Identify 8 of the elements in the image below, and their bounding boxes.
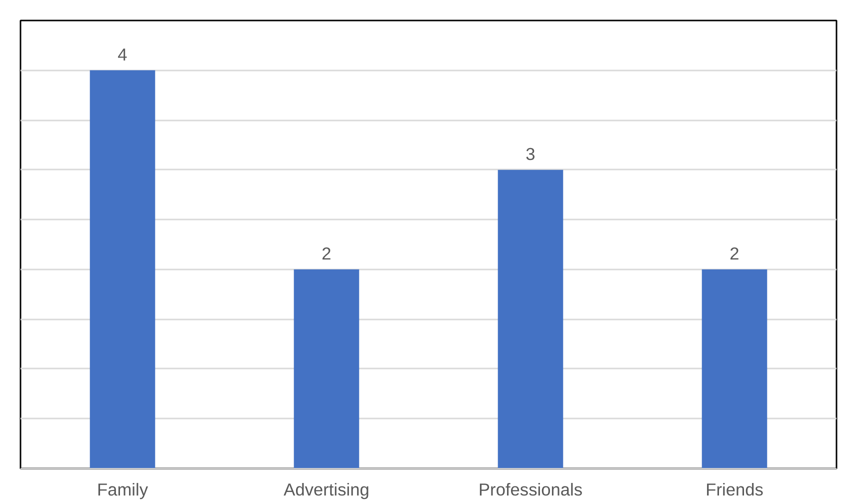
x-tick-label: Professionals (478, 480, 583, 500)
x-tick-label: Advertising (284, 480, 370, 500)
data-label: 2 (730, 243, 740, 264)
data-label: 3 (526, 144, 536, 164)
data-label: 4 (118, 44, 128, 64)
data-label: 2 (322, 243, 332, 264)
x-tick-label: Family (96, 480, 148, 500)
x-tick-label: Friends (706, 480, 764, 500)
